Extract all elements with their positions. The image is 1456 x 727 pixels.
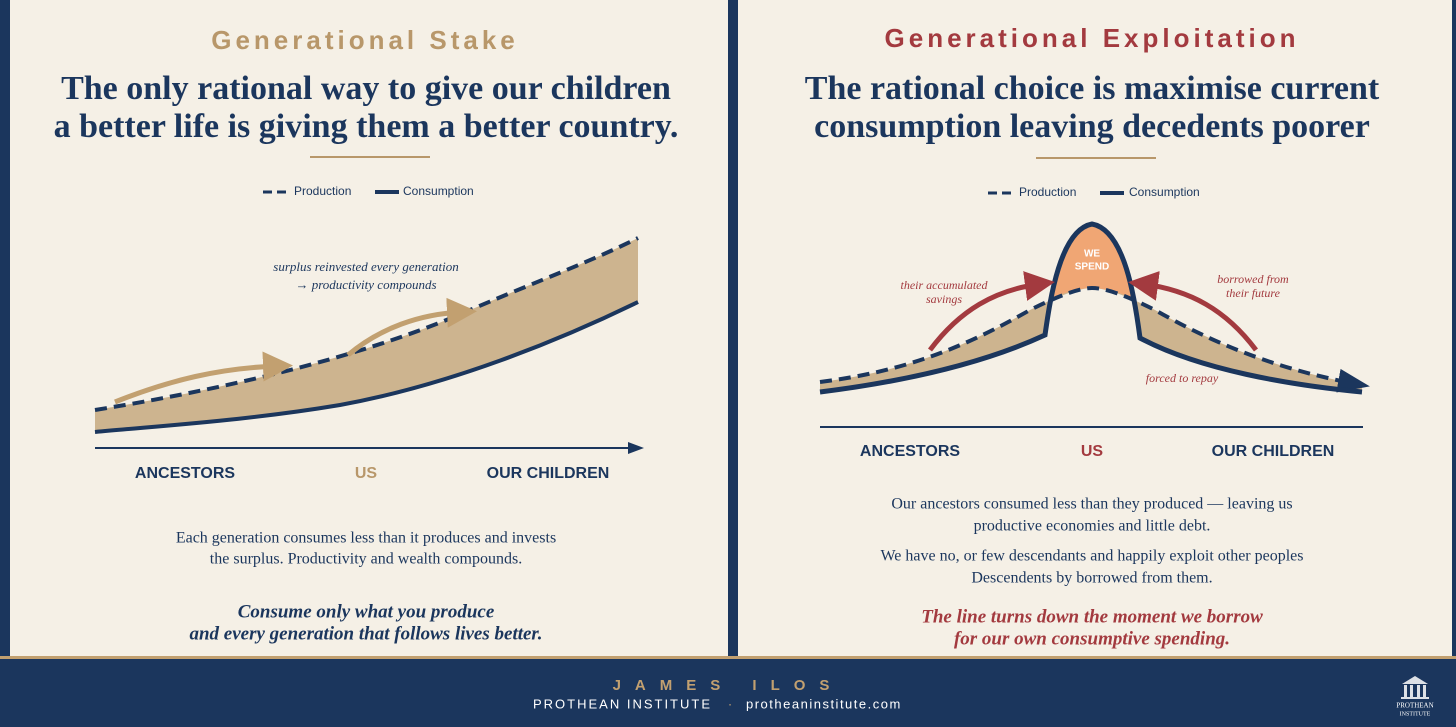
body-text: the surplus. Productivity and wealth com… bbox=[210, 551, 522, 568]
headline: consumption leaving decedents poorer bbox=[814, 108, 1370, 145]
body-text: Our ancestors consumed less than they pr… bbox=[891, 496, 1292, 513]
production-line bbox=[94, 236, 639, 412]
panel-label: Generational Exploitation bbox=[885, 23, 1300, 53]
reinvest-arrow bbox=[114, 351, 293, 405]
panel-label: Generational Stake bbox=[211, 25, 519, 55]
body-text: Descendents by borrowed from them. bbox=[971, 570, 1212, 587]
legend-label: Production bbox=[1019, 185, 1076, 199]
divider bbox=[728, 0, 738, 658]
annotation: borrowed from bbox=[1217, 272, 1289, 286]
institute: PROTHEAN INSTITUTE bbox=[533, 696, 712, 711]
axis-label: ANCESTORS bbox=[860, 443, 960, 460]
logo-column bbox=[1417, 685, 1420, 697]
annotation: forced to repay bbox=[1146, 371, 1219, 385]
legend-label: Production bbox=[294, 184, 351, 198]
axis-label: US bbox=[1081, 443, 1104, 460]
spend-label: SPEND bbox=[1075, 262, 1109, 273]
borrow-arrow bbox=[1128, 271, 1258, 352]
separator: · bbox=[728, 696, 732, 711]
body-text: productive economies and little debt. bbox=[974, 518, 1211, 535]
headline: The rational choice is maximise current bbox=[805, 70, 1380, 107]
axis-label: US bbox=[355, 465, 378, 482]
axis-label: OUR CHILDREN bbox=[1212, 443, 1335, 460]
headline: The only rational way to give our childr… bbox=[61, 70, 671, 107]
logo-column bbox=[1423, 685, 1426, 697]
annotation: their accumulated bbox=[901, 278, 989, 292]
footer bbox=[0, 659, 1456, 727]
surplus-area bbox=[95, 238, 638, 432]
headline: a better life is giving them a better co… bbox=[54, 108, 679, 145]
reinvest-arrow bbox=[346, 297, 477, 357]
legend-label: Consumption bbox=[403, 184, 474, 198]
savings-arrow bbox=[928, 271, 1055, 352]
emphasis-text: for our own consumptive spending. bbox=[954, 628, 1230, 649]
logo-column bbox=[1404, 685, 1407, 697]
logo bbox=[1401, 676, 1429, 699]
body-text: Each generation consumes less than it pr… bbox=[176, 530, 556, 547]
emphasis-text: The line turns down the moment we borrow bbox=[921, 606, 1263, 627]
logo-text: INSTITUTE bbox=[1400, 711, 1431, 717]
axis-label: ANCESTORS bbox=[135, 465, 235, 482]
emphasis-text: and every generation that follows lives … bbox=[189, 623, 542, 644]
annotation: savings bbox=[926, 292, 962, 306]
logo-base bbox=[1401, 697, 1429, 699]
axis-label: OUR CHILDREN bbox=[487, 465, 610, 482]
annotation: their future bbox=[1226, 286, 1281, 300]
logo-column bbox=[1410, 685, 1413, 697]
footer-rule bbox=[0, 656, 1456, 659]
author: JAMES ILOS bbox=[613, 677, 844, 694]
legend-label: Consumption bbox=[1129, 185, 1200, 199]
consumption-line bbox=[819, 221, 1363, 395]
logo-text: PROTHEAN bbox=[1396, 702, 1433, 710]
logo-roof bbox=[1402, 676, 1428, 684]
website: protheaninstitute.com bbox=[746, 696, 902, 711]
consumption-line bbox=[94, 300, 639, 434]
annotation: surplus reinvested every generation bbox=[273, 259, 458, 274]
production-line bbox=[819, 285, 1370, 393]
left-border bbox=[0, 0, 10, 658]
surplus-area bbox=[820, 224, 1362, 392]
annotation: → productivity compounds bbox=[295, 277, 436, 292]
right-border bbox=[1452, 0, 1456, 658]
spend-label: WE bbox=[1084, 249, 1100, 260]
emphasis-text: Consume only what you produce bbox=[238, 601, 495, 622]
body-text: We have no, or few descendants and happi… bbox=[880, 548, 1303, 565]
